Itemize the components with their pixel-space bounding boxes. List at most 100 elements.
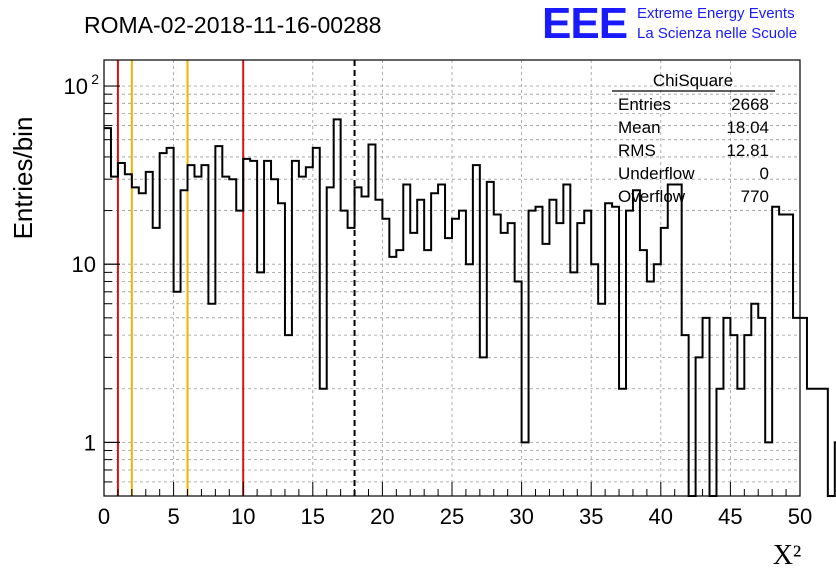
histogram-bin	[341, 211, 348, 496]
histogram-bin	[417, 200, 424, 496]
histogram-bin	[605, 203, 612, 496]
x-tick-label: 45	[718, 504, 742, 529]
histogram-bin	[480, 357, 487, 496]
histogram-bin	[647, 281, 654, 496]
histogram-bin	[327, 187, 334, 496]
histogram-bin	[807, 389, 814, 496]
x-tick-label: 25	[440, 504, 464, 529]
histogram-bin	[368, 144, 375, 496]
x-tick-label: 35	[579, 504, 603, 529]
histogram-bin	[814, 389, 821, 496]
histogram-bin	[661, 228, 668, 496]
histogram-bin	[703, 318, 710, 496]
histogram-bin	[264, 161, 271, 496]
histogram-bin	[459, 211, 466, 496]
x-axis-label: X²	[773, 540, 802, 571]
stats-row-value: 770	[741, 187, 769, 206]
histogram-bin	[626, 211, 633, 496]
logo-line-1: Extreme Energy Events	[637, 5, 795, 22]
histogram-bin	[181, 190, 188, 496]
histogram-bin	[201, 165, 208, 496]
x-tick-label: 50	[788, 504, 812, 529]
histogram-bin	[104, 128, 111, 496]
histogram-bin	[508, 223, 515, 496]
histogram-bin	[334, 119, 341, 496]
histogram-bin	[612, 207, 619, 496]
stats-row-label: Mean	[618, 118, 661, 137]
y-tick-label: 10	[72, 252, 96, 277]
x-tick-label: 30	[509, 504, 533, 529]
histogram-bin	[355, 187, 362, 496]
histogram-bin	[779, 215, 786, 496]
stats-row-label: Underflow	[618, 164, 695, 183]
histogram-bin	[723, 318, 730, 496]
y-tick-label-exponent: 2	[91, 71, 99, 87]
histogram-bin	[285, 335, 292, 496]
histogram-bin	[403, 185, 410, 496]
histogram-bin	[466, 264, 473, 496]
stats-row-value: 12.81	[726, 141, 769, 160]
histogram-bin	[452, 219, 459, 496]
x-tick-label: 15	[301, 504, 325, 529]
histogram-bin	[529, 211, 536, 496]
histogram-bin	[396, 250, 403, 496]
histogram	[104, 118, 836, 497]
histogram-bin	[765, 442, 772, 496]
histogram-bin	[751, 304, 758, 496]
y-tick-label: 1	[84, 430, 96, 455]
histogram-line	[104, 118, 836, 497]
chart-title: ROMA-02-2018-11-16-00288	[84, 12, 381, 38]
histogram-bin	[730, 335, 737, 496]
histogram-bin	[682, 335, 689, 496]
histogram-bin	[445, 238, 452, 496]
histogram-bin	[208, 304, 215, 496]
histogram-bin	[640, 250, 647, 496]
histogram-bin	[222, 177, 229, 496]
histogram-bin	[278, 203, 285, 496]
histogram-bin	[362, 196, 369, 496]
histogram-bin	[111, 177, 118, 496]
histogram-bin	[633, 190, 640, 496]
histogram-bin	[675, 185, 682, 496]
histogram-bin	[236, 211, 243, 496]
grid	[104, 60, 800, 496]
histogram-bin	[577, 223, 584, 496]
histogram-bin	[549, 200, 556, 496]
histogram-bin	[598, 304, 605, 496]
histogram-bin	[570, 272, 577, 496]
histogram-bin	[522, 442, 529, 496]
x-tick-label: 0	[98, 504, 110, 529]
histogram-bin	[716, 389, 723, 496]
histogram-bin	[125, 174, 132, 496]
eee-logo: EEE Extreme Energy Events La Scienza nel…	[542, 0, 797, 48]
x-tick-label: 10	[231, 504, 255, 529]
histogram-bin	[501, 233, 508, 496]
histogram-bin	[563, 185, 570, 496]
histogram-bin	[132, 187, 139, 496]
reference-lines	[116, 60, 356, 496]
histogram-bin	[139, 193, 146, 496]
histogram-bin	[696, 357, 703, 496]
histogram-bin	[438, 185, 445, 496]
histogram-bin	[410, 233, 417, 496]
histogram-bin	[744, 335, 751, 496]
stats-row-label: Overflow	[618, 187, 686, 206]
x-tick-label: 40	[649, 504, 673, 529]
stats-row-value: 18.04	[726, 118, 769, 137]
histogram-bin	[487, 182, 494, 496]
histogram-bin	[542, 244, 549, 496]
histogram-bin	[118, 163, 125, 496]
histogram-bin	[313, 148, 320, 496]
histogram-bin	[515, 281, 522, 496]
y-tick-label: 10	[64, 74, 88, 99]
logo-mark: EEE	[542, 0, 627, 48]
histogram-bin	[619, 389, 626, 496]
histogram-bin	[584, 211, 591, 496]
histogram-bin	[758, 318, 765, 496]
histogram-bin	[167, 148, 174, 496]
histogram-bin	[243, 159, 250, 496]
histogram-bin	[800, 318, 807, 496]
stats-row-label: RMS	[618, 141, 656, 160]
histogram-bin	[494, 215, 501, 496]
